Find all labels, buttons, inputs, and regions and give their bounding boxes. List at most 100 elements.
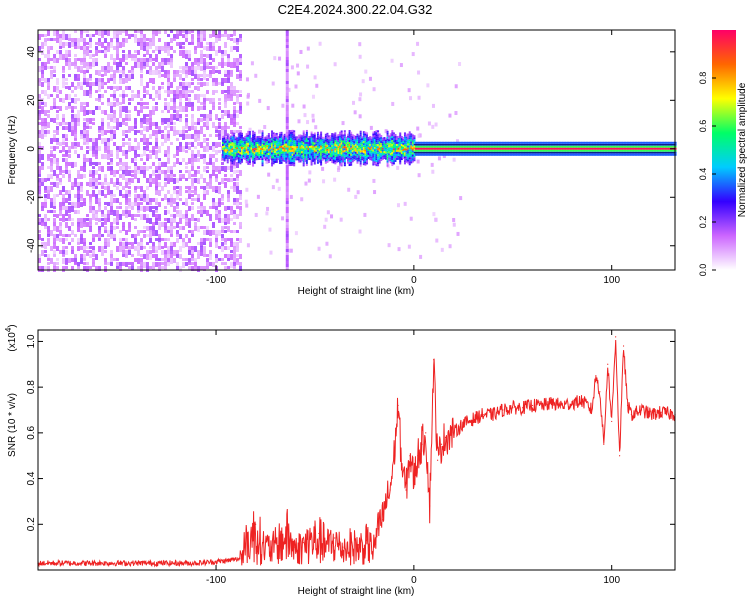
spectrogram-cell bbox=[259, 147, 262, 150]
spectrogram-cell bbox=[236, 230, 239, 233]
spectrogram-cell bbox=[62, 198, 65, 204]
spectrogram-cell bbox=[424, 147, 427, 150]
spectrogram-cell bbox=[359, 138, 362, 141]
spectrogram-cell bbox=[44, 118, 47, 123]
spectrogram-cell bbox=[170, 254, 173, 258]
spectrogram-cell bbox=[158, 30, 161, 34]
spectrogram-cell bbox=[365, 146, 368, 149]
spectrogram-cell bbox=[245, 135, 248, 138]
spectrogram-cell bbox=[299, 144, 302, 147]
spectrogram-cell bbox=[467, 153, 470, 156]
spectrogram-cell bbox=[440, 149, 443, 152]
spectrogram-cell bbox=[354, 145, 357, 148]
spectrogram-cell bbox=[131, 94, 134, 99]
spectrogram-cell bbox=[152, 266, 155, 270]
spectrogram-cell bbox=[155, 222, 158, 225]
spectrogram-cell bbox=[167, 110, 170, 113]
spectrogram-cell bbox=[137, 110, 140, 116]
spectrogram-cell bbox=[286, 145, 289, 148]
spectrogram-cell bbox=[443, 147, 446, 150]
spectrogram-cell bbox=[128, 54, 131, 58]
spectrogram-cell bbox=[164, 230, 167, 233]
spectrogram-cell bbox=[529, 145, 532, 148]
spectrogram-cell bbox=[304, 143, 307, 146]
spectrogram-cell bbox=[176, 234, 179, 237]
spectrogram-cell bbox=[128, 130, 131, 133]
spectrogram-cell bbox=[378, 143, 381, 146]
spectrogram-cell bbox=[179, 226, 182, 230]
spectrogram-cell bbox=[229, 141, 232, 144]
spectrogram-cell bbox=[356, 135, 359, 138]
spectrogram-cell bbox=[140, 266, 143, 272]
spectrogram-cell bbox=[41, 90, 44, 94]
spectrogram-cell bbox=[337, 160, 340, 163]
spectrogram-cell bbox=[399, 160, 402, 163]
spectrogram-cell bbox=[146, 62, 149, 67]
spectrogram-cell bbox=[200, 34, 203, 38]
spectrogram-cell bbox=[92, 174, 95, 180]
spectrogram-cell bbox=[316, 137, 319, 140]
spectrogram-cell bbox=[576, 145, 579, 148]
spectrogram-cell bbox=[161, 170, 164, 174]
spectrogram-cell bbox=[413, 141, 416, 144]
spectrogram-cell bbox=[188, 90, 191, 93]
spectrogram-cell bbox=[47, 226, 50, 232]
spectrogram-cell bbox=[140, 58, 143, 63]
spectrogram-cell bbox=[149, 226, 152, 232]
spectrogram-cell bbox=[237, 153, 240, 156]
spectrogram-cell bbox=[86, 250, 89, 256]
spectrogram-cell bbox=[340, 134, 343, 137]
spectrogram-cell bbox=[98, 134, 101, 140]
spectrogram-cell bbox=[143, 174, 146, 178]
spectrogram-cell bbox=[191, 194, 194, 197]
spectrogram-cell bbox=[77, 86, 80, 89]
spectrogram-cell bbox=[335, 158, 338, 161]
spectrogram-cell bbox=[149, 178, 152, 182]
spectrogram-cell bbox=[226, 141, 229, 144]
spectrogram-cell bbox=[221, 143, 224, 146]
spectrogram-cell bbox=[381, 143, 384, 146]
spectrogram-cell bbox=[313, 158, 316, 161]
spectrogram-cell bbox=[244, 149, 247, 152]
spectrogram-cell bbox=[331, 147, 334, 150]
spectrogram-cell bbox=[415, 149, 418, 152]
spectrogram-cell bbox=[348, 164, 351, 167]
spectrogram-cell bbox=[155, 182, 158, 188]
spectrogram-cell bbox=[258, 155, 261, 158]
spectrogram-cell bbox=[266, 106, 270, 111]
spectrogram-cell bbox=[392, 160, 395, 163]
spectrogram-cell bbox=[137, 102, 140, 105]
spectrogram-cell bbox=[296, 150, 299, 153]
spectrogram-cell bbox=[563, 141, 566, 144]
spectrogram-cell bbox=[68, 106, 71, 109]
spectrogram-cell bbox=[185, 54, 188, 59]
spectrogram-cell bbox=[285, 135, 288, 138]
spectrogram-cell bbox=[313, 150, 316, 153]
spectrogram-cell bbox=[101, 166, 104, 172]
spectrogram-cell bbox=[53, 146, 56, 151]
spectrogram-cell bbox=[101, 234, 104, 237]
spectrogram-cell bbox=[179, 142, 182, 147]
spectrogram-cell bbox=[348, 144, 351, 147]
spectrogram-cell bbox=[107, 210, 110, 215]
spectrogram-cell bbox=[318, 156, 321, 159]
spectrogram-cell bbox=[224, 218, 227, 224]
spectrogram-cell bbox=[452, 222, 456, 227]
spectrogram-cell bbox=[487, 141, 490, 144]
spectrogram-cell bbox=[200, 186, 203, 189]
spectrogram-cell bbox=[400, 148, 403, 151]
spectrogram-cell bbox=[152, 122, 155, 126]
spectrogram-cell bbox=[179, 190, 182, 196]
spectrogram-cell bbox=[113, 94, 116, 99]
spectrogram-cell bbox=[95, 182, 98, 188]
spectrogram-cell bbox=[224, 110, 227, 116]
spectrogram-cell bbox=[119, 74, 122, 80]
spectrogram-cell bbox=[149, 110, 152, 116]
spectrogram-cell bbox=[203, 210, 206, 214]
spectrogram-cell bbox=[74, 118, 77, 122]
spectrogram-cell bbox=[134, 106, 137, 111]
spectrogram-cells bbox=[38, 30, 677, 272]
spectrogram-cell bbox=[311, 113, 315, 118]
spectrogram-cell bbox=[74, 86, 77, 90]
spectrogram-cell bbox=[209, 46, 212, 51]
